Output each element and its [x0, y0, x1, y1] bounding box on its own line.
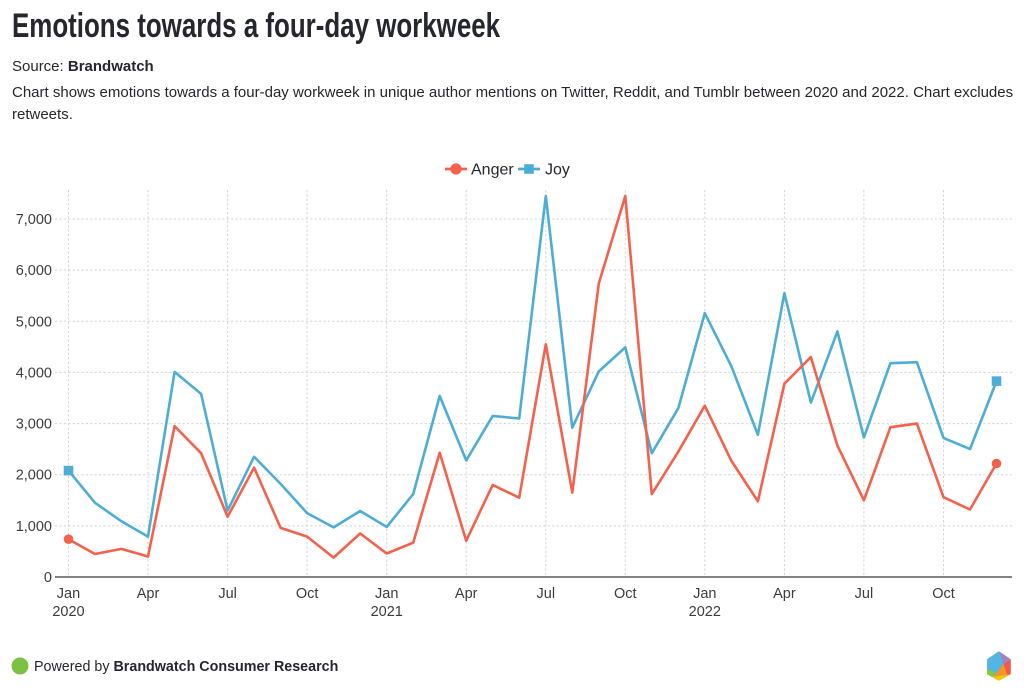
svg-text:6,000: 6,000 [16, 263, 52, 279]
svg-text:Apr: Apr [773, 586, 796, 602]
svg-text:Oct: Oct [296, 586, 319, 602]
svg-text:Jan: Jan [57, 586, 80, 602]
svg-text:4,000: 4,000 [16, 365, 52, 381]
svg-text:2020: 2020 [52, 604, 84, 620]
svg-text:2,000: 2,000 [16, 468, 52, 484]
svg-text:0: 0 [44, 570, 52, 586]
svg-text:Apr: Apr [455, 586, 478, 602]
svg-text:5,000: 5,000 [16, 314, 52, 330]
svg-text:Joy: Joy [545, 162, 570, 179]
svg-text:Oct: Oct [614, 586, 637, 602]
svg-text:Jan: Jan [693, 586, 716, 602]
svg-text:Jul: Jul [855, 586, 874, 602]
svg-text:Oct: Oct [932, 586, 955, 602]
svg-text:2021: 2021 [371, 604, 403, 620]
svg-text:Anger: Anger [471, 162, 514, 179]
svg-text:Apr: Apr [137, 586, 160, 602]
svg-text:7,000: 7,000 [16, 212, 52, 228]
svg-text:Jan: Jan [375, 586, 398, 602]
svg-text:1,000: 1,000 [16, 519, 52, 535]
svg-text:Powered by Brandwatch Consumer: Powered by Brandwatch Consumer Research [34, 659, 338, 675]
svg-text:Jul: Jul [537, 586, 556, 602]
svg-text:2022: 2022 [689, 604, 721, 620]
svg-text:3,000: 3,000 [16, 417, 52, 433]
svg-text:Jul: Jul [218, 586, 237, 602]
